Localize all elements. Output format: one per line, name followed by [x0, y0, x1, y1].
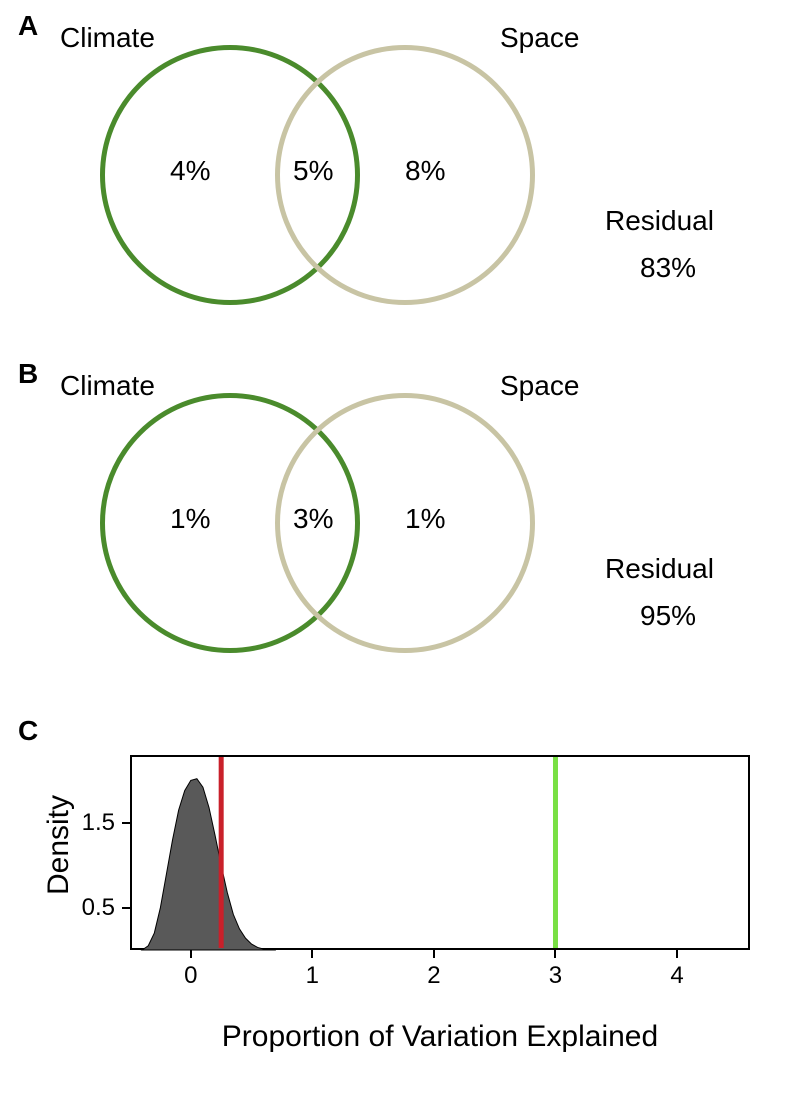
- venn-a-residual-label: Residual: [605, 205, 714, 237]
- venn-b-climate-label: Climate: [60, 370, 155, 402]
- panel-c-label: C: [18, 715, 38, 747]
- venn-b-right-value: 1%: [405, 503, 445, 535]
- x-tick: [676, 950, 678, 958]
- y-tick-label: 1.5: [70, 809, 115, 837]
- density-plot: [130, 755, 750, 950]
- x-tick-label: 0: [171, 962, 211, 990]
- venn-a-right-value: 8%: [405, 155, 445, 187]
- x-tick-label: 4: [657, 962, 697, 990]
- panel-a-label: A: [18, 10, 38, 42]
- venn-a-left-value: 4%: [170, 155, 210, 187]
- y-tick: [122, 822, 130, 824]
- venn-b-overlap-value: 3%: [293, 503, 333, 535]
- x-tick-label: 3: [535, 962, 575, 990]
- x-tick: [433, 950, 435, 958]
- venn-a-space-label: Space: [500, 22, 579, 54]
- x-tick-label: 1: [292, 962, 332, 990]
- x-tick: [311, 950, 313, 958]
- venn-b-space-label: Space: [500, 370, 579, 402]
- x-tick: [554, 950, 556, 958]
- venn-b-left-value: 1%: [170, 503, 210, 535]
- venn-a: [100, 45, 660, 345]
- venn-a-residual-value: 83%: [640, 252, 696, 284]
- panel-b-label: B: [18, 358, 38, 390]
- x-axis-title: Proportion of Variation Explained: [130, 1020, 750, 1054]
- density-shape: [130, 755, 750, 950]
- venn-b-residual-value: 95%: [640, 600, 696, 632]
- venn-a-overlap-value: 5%: [293, 155, 333, 187]
- y-tick-label: 0.5: [70, 894, 115, 922]
- x-tick-label: 2: [414, 962, 454, 990]
- venn-a-climate-label: Climate: [60, 22, 155, 54]
- figure-root: A Climate Space 4% 5% 8% Residual 83% B …: [0, 0, 789, 1093]
- x-tick: [190, 950, 192, 958]
- venn-b: [100, 393, 660, 693]
- venn-b-residual-label: Residual: [605, 553, 714, 585]
- y-tick: [122, 907, 130, 909]
